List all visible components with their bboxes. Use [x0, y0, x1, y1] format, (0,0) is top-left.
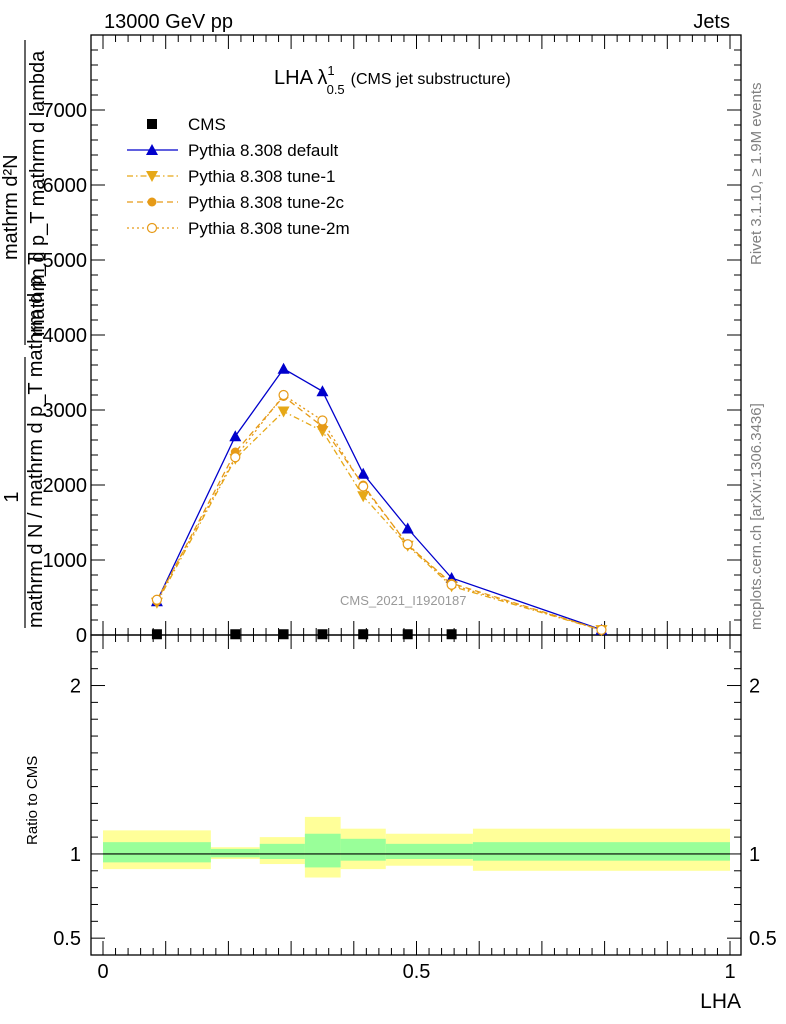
data-point: [230, 629, 241, 640]
y-tick-label: 5000: [43, 250, 88, 272]
data-point: [317, 415, 328, 426]
mcplots-reference-label: mcplots.cern.ch [arXiv:1306.3436]: [748, 403, 765, 630]
series-line: [156, 410, 602, 631]
y-axis-label-num-top: mathrm d²N: [0, 154, 22, 260]
y-tick-label: 1000: [43, 550, 88, 572]
ratio-band-green: [472, 842, 730, 861]
data-point: [277, 362, 290, 374]
x-tick-label: 0: [97, 961, 108, 983]
data-point: [317, 629, 328, 640]
data-point: [401, 522, 414, 534]
x-tick-label: 1: [724, 961, 735, 983]
y-tick-label: 2000: [43, 475, 88, 497]
header-process-label: 13000 GeV pp: [104, 11, 233, 33]
ratio-y-tick-label: 0.5: [53, 928, 81, 950]
ratio-y-tick-label-right: 0.5: [749, 928, 777, 950]
data-point: [357, 467, 370, 479]
data-point: [402, 629, 413, 640]
ratio-plot-frame: [90, 634, 742, 956]
y-tick-label: 0: [76, 625, 87, 647]
ratio-y-tick-label: 2: [70, 676, 81, 698]
ratio-band-green: [340, 838, 386, 861]
data-point: [316, 385, 329, 397]
data-point: [402, 539, 413, 550]
y-axis-label-frac-top: 1: [1, 491, 23, 502]
ratio-y-tick-label-right: 1: [749, 844, 760, 866]
ratio-y-tick-label: 1: [70, 844, 81, 866]
legend-entry-label: Pythia 8.308 tune-2c: [188, 193, 344, 212]
legend-entry-label: Pythia 8.308 default: [188, 141, 339, 160]
data-point: [358, 481, 369, 492]
chart-title: LHA λ1 0.5(CMS jet substructure): [274, 63, 511, 97]
data-point: [596, 624, 607, 636]
y-axis-label-num-bottom: mathrm d p_T mathrm d lambda: [27, 50, 49, 336]
legend-entry-label: Pythia 8.308 tune-1: [188, 167, 335, 186]
legend-entry-label: Pythia 8.308 tune-2m: [188, 219, 350, 238]
data-point: [278, 629, 289, 640]
header-category-label: Jets: [693, 11, 730, 33]
ratio-band-green: [304, 833, 341, 868]
ratio-band-green: [259, 843, 305, 859]
ratio-band-green: [210, 848, 260, 858]
analysis-watermark: CMS_2021_I1920187: [340, 593, 467, 608]
series-line: [156, 395, 602, 631]
data-point: [151, 594, 163, 605]
ratio-band-green: [385, 843, 473, 859]
y-tick-label: 7000: [43, 100, 88, 122]
series-line: [156, 394, 602, 631]
legend-entry-label: CMS: [188, 115, 226, 134]
x-axis-label: LHA: [700, 990, 741, 1013]
data-point: [230, 452, 241, 463]
series-line: [156, 367, 602, 631]
data-point: [357, 491, 370, 503]
axis-labels: 0 1000 2000 3000 4000 5000 6000 7000 0 0.5 1 0.5 0.5…: [0, 40, 777, 1013]
legend: CMS Pythia 8.308 default Pythia 8.308 tune…: [127, 115, 350, 238]
y-axis-label-frac-bottom: mathrm d N / mathrm d p_T mathrm d p_T: [25, 253, 47, 628]
data-point: [151, 629, 162, 640]
data-point: [358, 629, 369, 640]
data-point: [147, 119, 157, 129]
y-tick-label: 3000: [43, 400, 88, 422]
data-point: [446, 579, 457, 590]
ratio-y-axis-label: Ratio to CMS: [24, 756, 41, 845]
ratio-band-green: [103, 842, 211, 863]
rivet-version-label: Rivet 3.1.10, ≥ 1.9M events: [748, 83, 765, 266]
data-point: [277, 406, 290, 418]
ratio-frame-border: [90, 634, 742, 956]
ratio-y-tick-label-right: 2: [749, 676, 760, 698]
data-point: [278, 389, 289, 401]
main-plot-marks: [150, 362, 608, 640]
data-point: [229, 430, 242, 442]
data-point: [446, 629, 457, 640]
data-point: [146, 144, 158, 155]
data-point: [146, 222, 158, 234]
y-tick-label: 4000: [43, 325, 88, 347]
ratio-plot-marks: [103, 816, 730, 878]
x-tick-label: 0.5: [403, 961, 431, 983]
data-point: [147, 197, 157, 207]
y-tick-label: 6000: [43, 175, 88, 197]
data-point: [146, 171, 158, 182]
